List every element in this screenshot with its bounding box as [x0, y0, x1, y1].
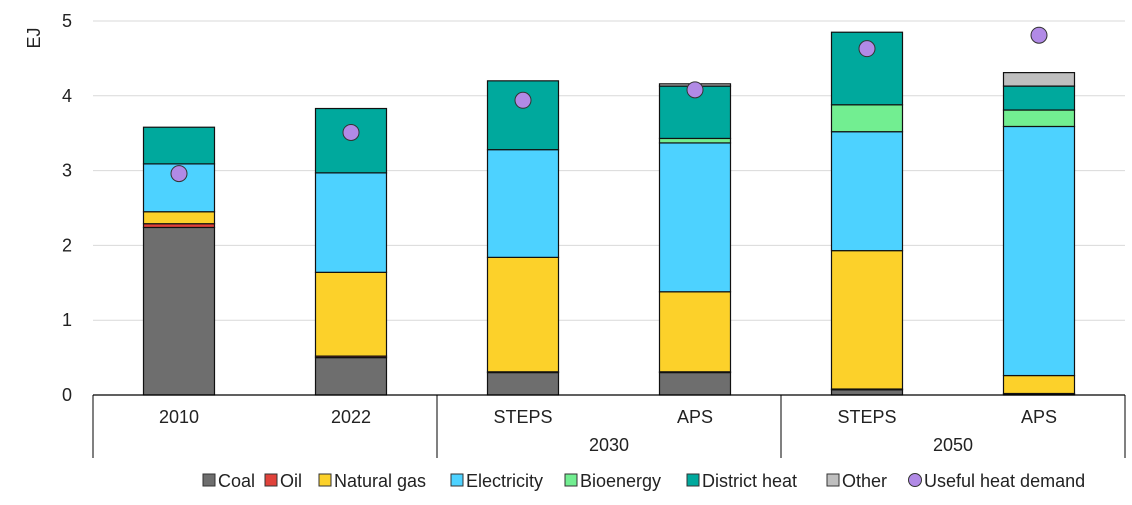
legend-swatch	[564, 473, 578, 487]
legend-label: District heat	[702, 471, 797, 491]
bar-segment-natural-gas	[314, 271, 388, 357]
legend-swatch	[202, 473, 216, 487]
legend-label: Coal	[218, 471, 255, 491]
bar-segment-electricity	[658, 142, 732, 293]
legend-marker	[908, 473, 922, 487]
x-category-label: STEPS	[493, 407, 552, 427]
legend-label: Other	[842, 471, 887, 491]
bar-segment-district-heat	[486, 80, 560, 151]
useful-heat-marker	[858, 40, 876, 58]
bar-segment-natural-gas	[830, 250, 904, 390]
x-group-label: 2050	[933, 435, 973, 455]
bar-segment-district-heat	[314, 107, 388, 174]
y-axis-label: EJ	[24, 27, 44, 48]
legend-label: Oil	[280, 471, 302, 491]
bar-segment-electricity	[314, 172, 388, 273]
useful-heat-marker	[686, 81, 704, 99]
x-category-label: APS	[1021, 407, 1057, 427]
x-group-label: 2030	[589, 435, 629, 455]
x-category-label: STEPS	[837, 407, 896, 427]
bar-segment-coal	[830, 389, 904, 396]
legend-swatch	[318, 473, 332, 487]
bar-segment-bioenergy	[830, 104, 904, 133]
y-tick-label: 0	[62, 385, 72, 405]
x-axis-labels: 2010 2022 STEPS APS STEPS APS 2030 2050	[159, 407, 1057, 455]
markers	[170, 26, 1048, 183]
x-category-label: APS	[677, 407, 713, 427]
x-category-label: 2010	[159, 407, 199, 427]
bar-segment-district-heat	[142, 126, 216, 165]
bar-segment-natural-gas	[142, 211, 216, 225]
bar-segment-coal	[658, 371, 732, 396]
bar-segment-natural-gas	[1002, 374, 1076, 395]
useful-heat-marker	[1030, 26, 1048, 44]
bar-segment-district-heat	[1002, 85, 1076, 111]
legend-swatch	[264, 473, 278, 487]
legend: Coal Oil Natural gas Electricity Bioenergy Di…	[202, 471, 1085, 491]
bar-segment-other	[1002, 72, 1076, 87]
y-tick-label: 3	[62, 161, 72, 181]
bar-segment-electricity	[486, 149, 560, 258]
bar-segment-coal	[486, 371, 560, 396]
legend-label: Bioenergy	[580, 471, 661, 491]
legend-label: Useful heat demand	[924, 471, 1085, 491]
axes	[92, 394, 1126, 458]
y-tick-labels: 0 1 2 3 4 5	[62, 11, 72, 405]
legend-label: Electricity	[466, 471, 543, 491]
x-category-label: 2022	[331, 407, 371, 427]
legend-swatch	[826, 473, 840, 487]
bar-segment-coal	[314, 357, 388, 396]
bars	[142, 31, 1076, 396]
bar-segment-electricity	[830, 131, 904, 252]
useful-heat-marker	[342, 123, 360, 141]
y-tick-label: 5	[62, 11, 72, 31]
useful-heat-marker	[514, 91, 532, 109]
bar-segment-natural-gas	[658, 291, 732, 373]
legend-swatch	[686, 473, 700, 487]
y-tick-label: 4	[62, 86, 72, 106]
bar-segment-bioenergy	[1002, 109, 1076, 128]
legend-swatch	[450, 473, 464, 487]
y-tick-label: 1	[62, 310, 72, 330]
bar-segment-coal	[142, 226, 216, 396]
useful-heat-marker	[170, 165, 188, 183]
bar-segment-electricity	[1002, 125, 1076, 377]
gridlines	[93, 20, 1125, 321]
y-tick-label: 2	[62, 235, 72, 255]
bar-segment-natural-gas	[486, 256, 560, 373]
bar-segment-bioenergy	[658, 137, 732, 144]
legend-label: Natural gas	[334, 471, 426, 491]
